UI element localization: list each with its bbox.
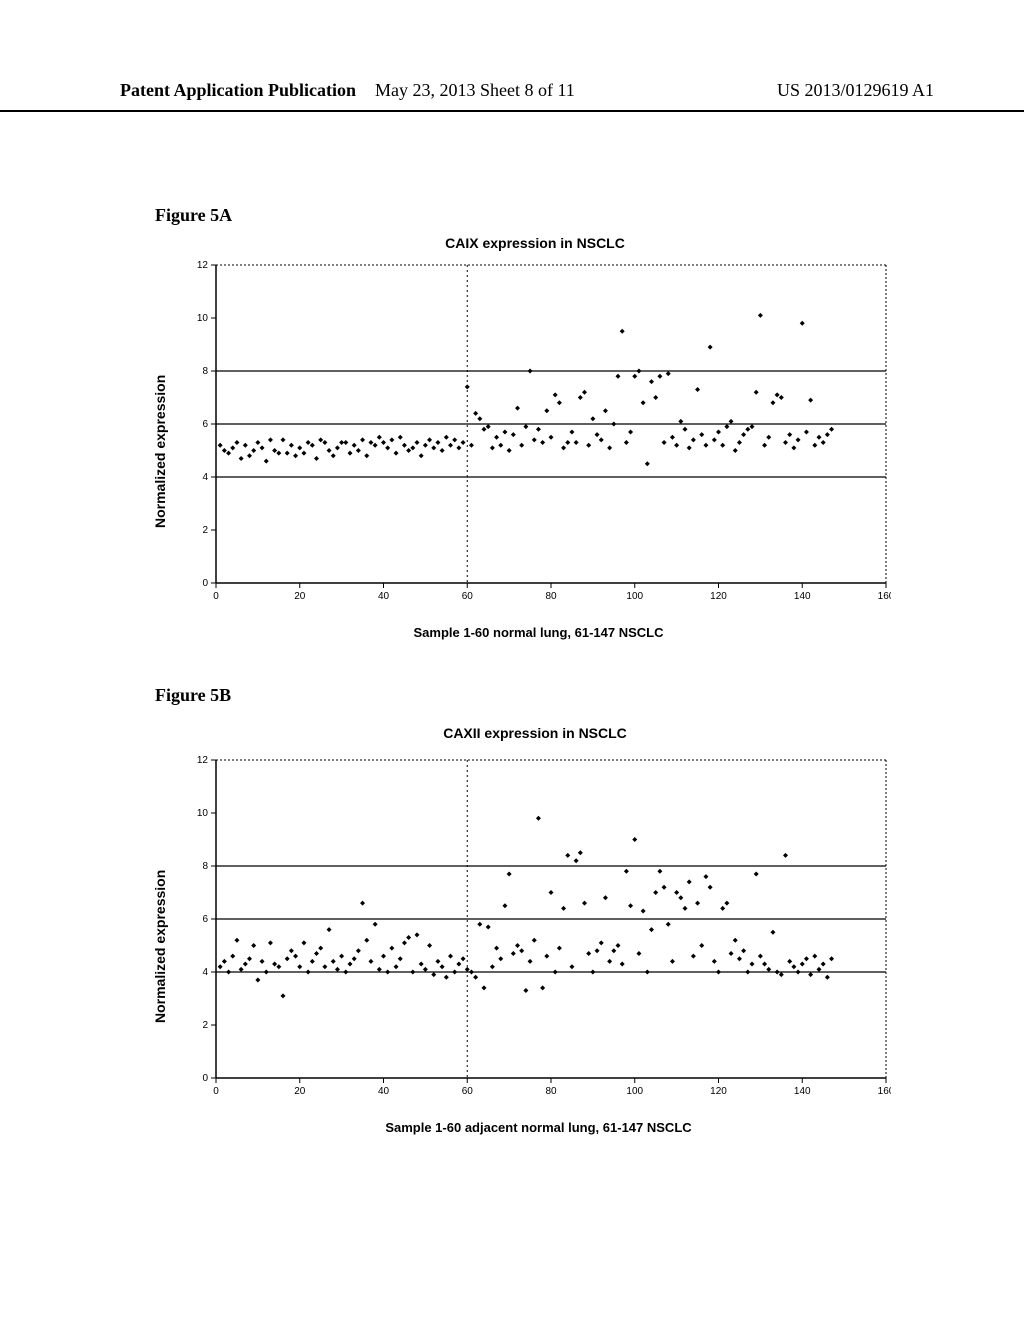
figure-5a-chart: 024681012020406080100120140160 [186,260,891,605]
svg-text:40: 40 [378,591,390,602]
svg-text:4: 4 [202,472,208,483]
svg-text:20: 20 [294,1086,306,1097]
svg-text:2: 2 [202,1020,208,1031]
svg-text:140: 140 [794,591,811,602]
figure-5b-title: CAXII expression in NSCLC [155,725,915,741]
svg-text:10: 10 [197,313,209,324]
svg-text:80: 80 [545,591,557,602]
svg-text:0: 0 [213,1086,219,1097]
svg-text:140: 140 [794,1086,811,1097]
svg-text:0: 0 [202,1073,208,1084]
figure-5a-title: CAIX expression in NSCLC [155,235,915,251]
svg-text:12: 12 [197,260,209,271]
page-header: Patent Application Publication May 23, 2… [0,80,1024,112]
svg-text:6: 6 [202,419,208,430]
svg-text:160: 160 [878,591,891,602]
figure-5b-xlabel: Sample 1-60 adjacent normal lung, 61-147… [186,1120,891,1135]
svg-text:6: 6 [202,914,208,925]
svg-text:10: 10 [197,808,209,819]
figure-5a-xlabel: Sample 1-60 normal lung, 61-147 NSCLC [186,625,891,640]
svg-text:8: 8 [202,861,208,872]
svg-text:0: 0 [213,591,219,602]
svg-text:120: 120 [710,591,727,602]
figure-5a-label: Figure 5A [155,205,232,226]
svg-text:60: 60 [462,1086,474,1097]
svg-text:2: 2 [202,525,208,536]
svg-text:4: 4 [202,967,208,978]
svg-text:20: 20 [294,591,306,602]
svg-text:0: 0 [202,578,208,589]
figure-5a-ylabel: Normalized expression [152,328,168,528]
header-publication: Patent Application Publication [120,80,356,101]
svg-text:160: 160 [878,1086,891,1097]
header-patent-number: US 2013/0129619 A1 [777,80,934,101]
svg-text:40: 40 [378,1086,390,1097]
figure-5b-chart: 024681012020406080100120140160 [186,755,891,1100]
svg-text:120: 120 [710,1086,727,1097]
svg-text:12: 12 [197,755,209,766]
svg-text:100: 100 [626,1086,643,1097]
svg-text:100: 100 [626,591,643,602]
svg-text:80: 80 [545,1086,557,1097]
header-date-sheet: May 23, 2013 Sheet 8 of 11 [375,80,575,101]
svg-text:60: 60 [462,591,474,602]
figure-5b-label: Figure 5B [155,685,231,706]
figure-5b-ylabel: Normalized expression [152,823,168,1023]
svg-text:8: 8 [202,366,208,377]
